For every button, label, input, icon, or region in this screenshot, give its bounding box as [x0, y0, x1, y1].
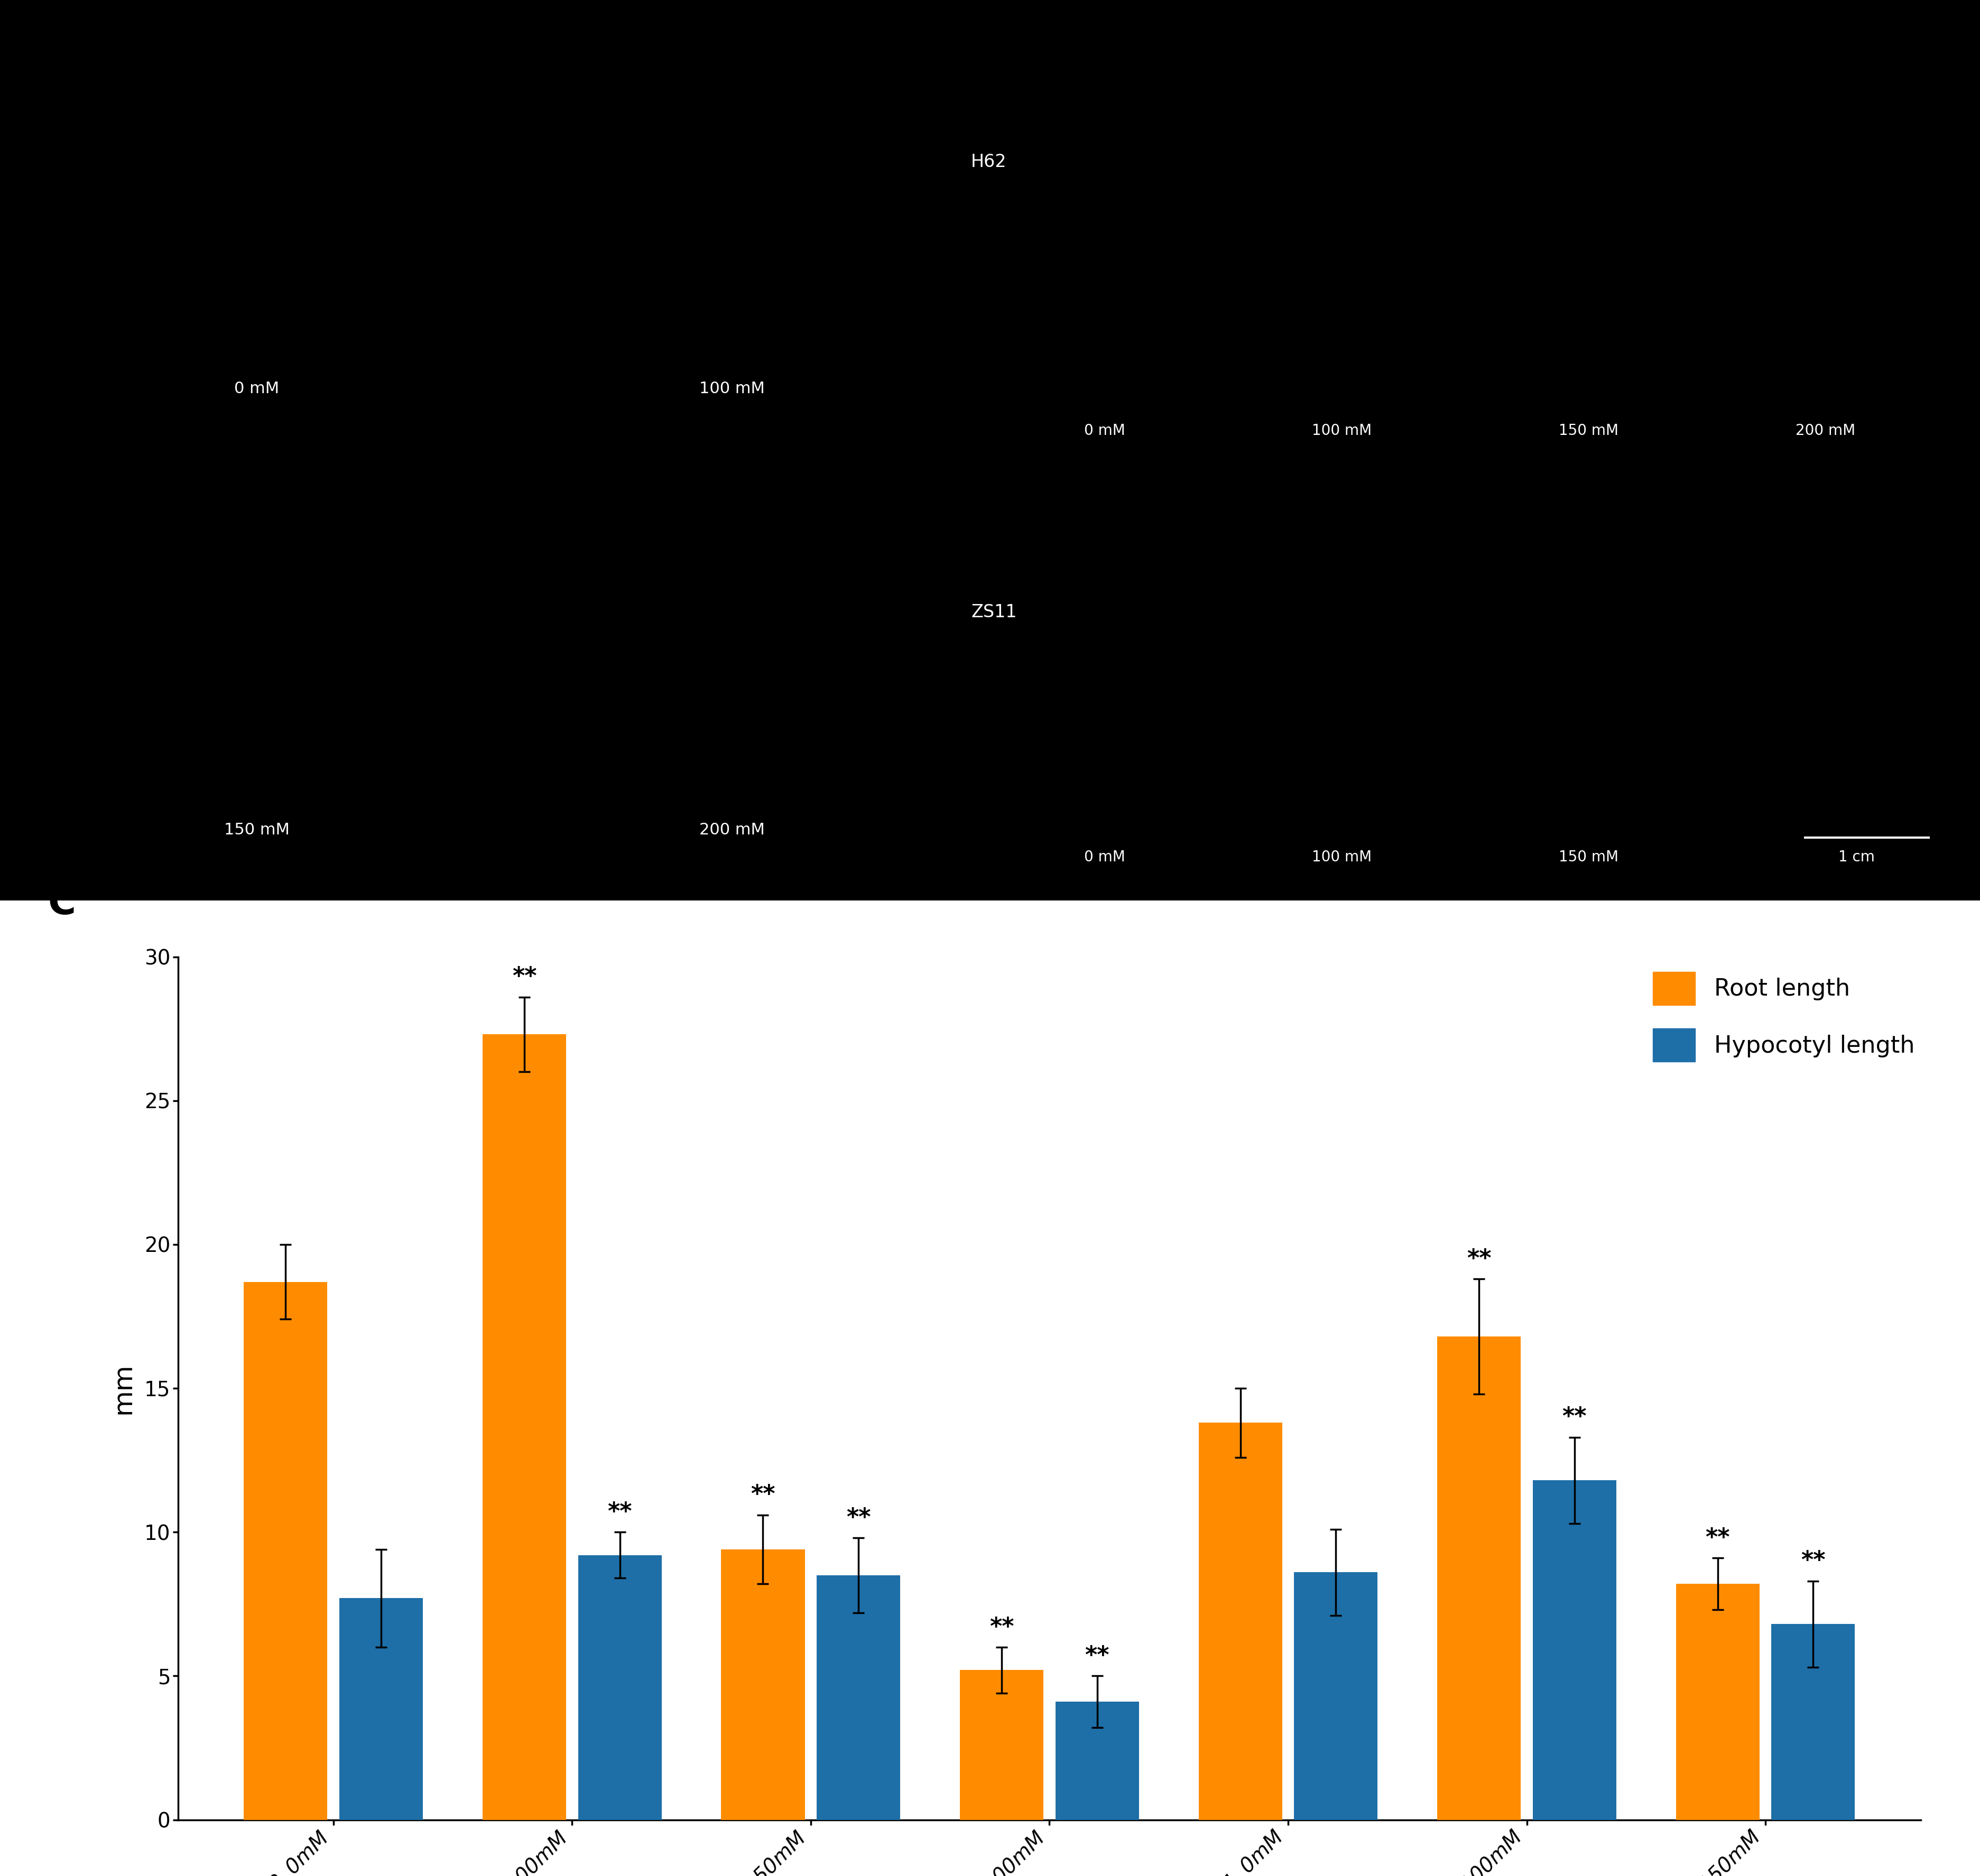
- Text: ZS11: ZS11: [970, 604, 1018, 621]
- Bar: [721, 1550, 804, 1820]
- Text: **: **: [750, 1484, 776, 1506]
- Text: **: **: [1705, 1527, 1731, 1550]
- Text: 0 mM: 0 mM: [1085, 850, 1125, 865]
- Text: **: **: [513, 966, 537, 989]
- Text: H62: H62: [970, 154, 1006, 171]
- Bar: [816, 1576, 901, 1820]
- Text: 0 mM: 0 mM: [234, 381, 279, 396]
- Bar: [1437, 1336, 1521, 1820]
- Legend: Root length, Hypocotyl length: Root length, Hypocotyl length: [1641, 961, 1927, 1073]
- Text: **: **: [608, 1501, 632, 1523]
- Text: 150 mM: 150 mM: [1558, 850, 1618, 865]
- Text: 100 mM: 100 mM: [1313, 850, 1372, 865]
- Text: **: **: [1802, 1550, 1826, 1572]
- Text: 200 mM: 200 mM: [1796, 424, 1855, 437]
- Bar: [244, 1281, 327, 1820]
- Text: **: **: [1467, 1248, 1491, 1270]
- Text: **: **: [1562, 1405, 1586, 1428]
- Bar: [1772, 1625, 1855, 1820]
- Text: 200 mM: 200 mM: [699, 822, 764, 837]
- Text: C: C: [48, 885, 75, 923]
- Bar: [960, 1670, 1043, 1820]
- Text: 0 mM: 0 mM: [1085, 424, 1125, 437]
- Text: **: **: [990, 1615, 1014, 1638]
- Text: 150 mM: 150 mM: [224, 822, 289, 837]
- Y-axis label: mm: mm: [111, 1362, 135, 1415]
- Text: 150 mM: 150 mM: [1558, 424, 1618, 437]
- Bar: [1198, 1422, 1283, 1820]
- Bar: [1675, 1583, 1760, 1820]
- Text: 100 mM: 100 mM: [699, 381, 764, 396]
- Bar: [339, 1598, 424, 1820]
- Bar: [1055, 1702, 1138, 1820]
- Text: 100 mM: 100 mM: [1313, 424, 1372, 437]
- Text: 1 cm: 1 cm: [1837, 850, 1875, 865]
- Bar: [578, 1555, 661, 1820]
- Text: **: **: [1085, 1645, 1109, 1668]
- Bar: [483, 1034, 566, 1820]
- Bar: [1533, 1480, 1616, 1820]
- Text: **: **: [845, 1506, 871, 1529]
- Bar: [1295, 1572, 1378, 1820]
